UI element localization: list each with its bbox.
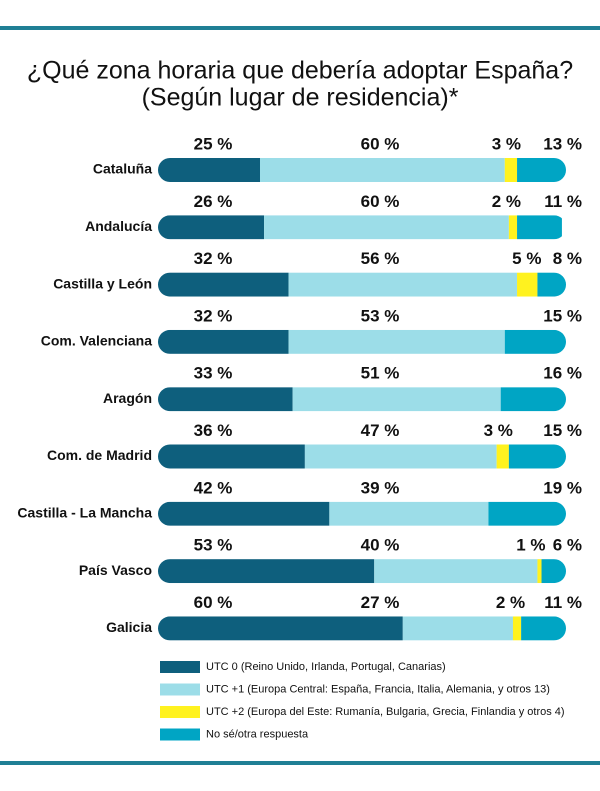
value-label: 36 % bbox=[194, 421, 233, 440]
bar-segment bbox=[264, 215, 509, 240]
category-label: País Vasco bbox=[79, 562, 152, 578]
legend-swatch bbox=[160, 706, 200, 718]
bar-segment bbox=[158, 387, 293, 412]
value-label: 13 % bbox=[543, 134, 582, 153]
bar-segment bbox=[158, 616, 403, 641]
bar-segment bbox=[158, 329, 289, 354]
value-label: 60 % bbox=[194, 593, 233, 612]
category-label: Castilla - La Mancha bbox=[17, 505, 152, 521]
top-rule bbox=[0, 26, 600, 30]
bar-segment bbox=[517, 215, 562, 240]
category-label: Castilla y León bbox=[53, 275, 152, 291]
bar-segment bbox=[508, 444, 566, 469]
value-label: 3 % bbox=[484, 421, 513, 440]
legend-swatch bbox=[160, 728, 200, 741]
value-label: 11 % bbox=[544, 192, 582, 211]
value-label: 60 % bbox=[361, 134, 400, 153]
category-label: Aragón bbox=[103, 390, 152, 406]
value-label: 2 % bbox=[496, 593, 525, 612]
legend-label: UTC +2 (Europa del Este: Rumanía, Bulgar… bbox=[206, 706, 565, 718]
bar-segment bbox=[260, 158, 505, 182]
legend-label: No sé/otra respuesta bbox=[206, 728, 309, 740]
bar-segment bbox=[304, 444, 497, 469]
value-label: 3 % bbox=[492, 134, 521, 153]
category-label: Cataluña bbox=[93, 161, 152, 177]
bar-segment bbox=[496, 444, 509, 469]
bar-segment bbox=[288, 272, 518, 297]
bar-segment bbox=[504, 158, 518, 182]
bar-segment bbox=[537, 559, 542, 584]
category-label: Com. Valenciana bbox=[41, 333, 152, 349]
bar-segment bbox=[158, 215, 265, 240]
bar-segment bbox=[521, 616, 566, 641]
bar-row bbox=[158, 387, 566, 412]
bar-segment bbox=[158, 501, 330, 526]
value-label: 15 % bbox=[543, 306, 582, 325]
value-label: 51 % bbox=[361, 364, 400, 383]
bar-segment bbox=[374, 559, 538, 584]
bar-segment bbox=[541, 559, 566, 584]
chart-subtitle: (Según lugar de residencia)* bbox=[142, 84, 459, 112]
value-label: 40 % bbox=[361, 536, 400, 555]
bar-row bbox=[158, 501, 566, 526]
legend-swatch bbox=[160, 661, 200, 673]
value-label: 32 % bbox=[194, 306, 233, 325]
bar-segment bbox=[517, 272, 538, 297]
category-label: Galicia bbox=[106, 619, 152, 635]
value-label: 11 % bbox=[544, 593, 582, 612]
bar-segment bbox=[288, 329, 505, 354]
value-label: 1 % bbox=[516, 536, 545, 555]
category-label: Andalucía bbox=[85, 218, 152, 234]
bar-row bbox=[158, 215, 562, 240]
value-label: 8 % bbox=[553, 249, 582, 268]
value-label: 19 % bbox=[543, 478, 582, 497]
chart-title: ¿Qué zona horaria que debería adoptar Es… bbox=[27, 57, 573, 85]
value-label: 5 % bbox=[512, 249, 541, 268]
bar-segment bbox=[329, 501, 489, 526]
bar-segment bbox=[504, 329, 566, 354]
value-label: 16 % bbox=[543, 364, 582, 383]
value-label: 53 % bbox=[361, 306, 400, 325]
bar-segment bbox=[158, 444, 305, 469]
bar-segment bbox=[512, 616, 522, 641]
value-label: 6 % bbox=[553, 536, 582, 555]
legend-label: UTC +1 (Europa Central: España, Francia,… bbox=[206, 683, 550, 695]
bar-segment bbox=[158, 272, 289, 297]
value-label: 60 % bbox=[361, 192, 400, 211]
value-label: 42 % bbox=[194, 478, 233, 497]
bar-segment bbox=[158, 559, 375, 584]
bar-segment bbox=[537, 272, 566, 297]
bar-segment bbox=[488, 501, 566, 526]
value-label: 56 % bbox=[361, 249, 400, 268]
bar-segment bbox=[158, 158, 260, 182]
bar-row bbox=[158, 272, 566, 297]
value-label: 39 % bbox=[361, 478, 400, 497]
bar-row bbox=[158, 616, 566, 641]
bar-segment bbox=[402, 616, 513, 641]
bar-row bbox=[158, 329, 566, 354]
bar-segment bbox=[292, 387, 501, 412]
value-label: 26 % bbox=[194, 192, 233, 211]
value-label: 33 % bbox=[194, 364, 233, 383]
value-label: 32 % bbox=[194, 249, 233, 268]
bottom-rule bbox=[0, 761, 600, 765]
value-label: 15 % bbox=[543, 421, 582, 440]
bar-row bbox=[158, 559, 566, 584]
value-label: 25 % bbox=[194, 134, 233, 153]
bar-segment bbox=[508, 215, 518, 240]
value-label: 47 % bbox=[361, 421, 400, 440]
legend-label: UTC 0 (Reino Unido, Irlanda, Portugal, C… bbox=[206, 661, 446, 673]
value-label: 53 % bbox=[194, 536, 233, 555]
bar-row bbox=[158, 158, 566, 182]
bar-row bbox=[158, 444, 566, 469]
value-label: 2 % bbox=[492, 192, 521, 211]
bar-segment bbox=[500, 387, 566, 412]
value-label: 27 % bbox=[361, 593, 400, 612]
legend-swatch bbox=[160, 683, 200, 696]
bar-segment bbox=[517, 158, 566, 182]
category-label: Com. de Madrid bbox=[47, 447, 152, 463]
